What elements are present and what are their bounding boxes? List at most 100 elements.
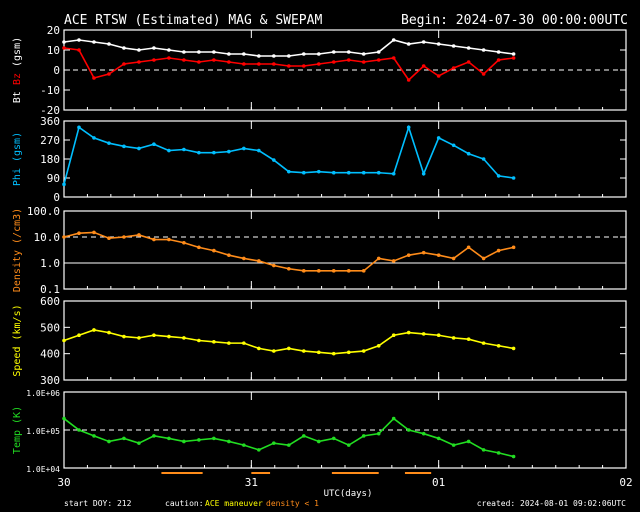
data-point-temp xyxy=(361,434,366,438)
y-tick-label: 1.0 xyxy=(40,257,60,270)
panel-frame xyxy=(63,300,627,381)
data-point-bz xyxy=(316,62,321,66)
data-point-temp xyxy=(152,434,156,438)
panel-phi: 0 90 180 270 360 Phi (gsm) xyxy=(12,115,627,204)
data-point-phi xyxy=(496,174,501,178)
data-point-density xyxy=(421,250,426,255)
data-point-density xyxy=(227,253,231,257)
data-point-temp xyxy=(287,443,291,447)
x-tick-label: 01 xyxy=(432,476,445,489)
data-point-bt xyxy=(152,46,156,50)
data-point-density xyxy=(107,236,111,240)
data-point-density xyxy=(212,248,216,253)
panel-mag: -20 -10 0 10 20 Bt Bz (gsm) xyxy=(12,24,627,117)
data-point-temp xyxy=(227,439,231,444)
y-tick-label: 300 xyxy=(40,374,60,387)
data-point-speed xyxy=(361,349,366,353)
created-time: created: 2024-08-01 09:02:06UTC xyxy=(476,499,626,508)
data-point-speed xyxy=(406,330,411,335)
data-point-density xyxy=(242,256,246,261)
data-point-density xyxy=(167,237,171,242)
data-point-temp xyxy=(107,439,111,444)
data-point-bt xyxy=(182,50,186,54)
data-point-speed xyxy=(107,330,111,335)
y-tick-label: 100.0 xyxy=(27,205,60,218)
data-point-speed xyxy=(62,338,66,343)
data-point-bz xyxy=(496,58,501,62)
data-point-bz xyxy=(257,62,261,66)
data-point-density xyxy=(391,259,396,263)
data-point-density xyxy=(346,269,351,273)
data-point-bt xyxy=(451,44,456,48)
data-point-bz xyxy=(466,60,471,64)
data-point-bt xyxy=(511,52,516,56)
data-point-density xyxy=(257,259,261,263)
data-point-density xyxy=(122,235,126,239)
data-point-density xyxy=(466,245,471,250)
data-point-phi xyxy=(212,150,216,155)
data-point-speed xyxy=(92,328,96,332)
data-point-speed xyxy=(301,349,306,353)
data-point-density xyxy=(77,231,81,236)
data-point-speed xyxy=(496,343,501,348)
data-point-phi xyxy=(287,169,291,174)
panel-frame xyxy=(63,120,627,198)
y-tick-label: 360 xyxy=(40,115,60,128)
data-point-density xyxy=(511,245,516,250)
data-point-phi xyxy=(62,182,66,187)
data-point-speed xyxy=(122,334,126,339)
data-point-bt xyxy=(62,40,66,44)
data-point-bt xyxy=(107,42,111,46)
data-point-phi xyxy=(466,151,471,156)
data-point-bt xyxy=(287,54,291,58)
data-point-density xyxy=(182,240,186,245)
data-point-speed xyxy=(451,336,456,340)
data-point-bz xyxy=(376,58,381,62)
data-point-speed xyxy=(481,341,486,345)
data-point-phi xyxy=(182,147,186,152)
data-point-speed xyxy=(272,349,276,353)
data-point-phi xyxy=(451,143,456,148)
data-point-bz xyxy=(272,62,276,66)
y-axis-label: Temp (K) xyxy=(12,406,23,454)
y-axis-label: Bt Bz (gsm) xyxy=(12,37,23,103)
data-point-temp xyxy=(242,443,246,447)
y-tick-label: -10 xyxy=(40,84,60,97)
data-point-phi xyxy=(361,170,366,175)
series-line-phi xyxy=(63,124,514,185)
data-point-phi xyxy=(301,170,306,175)
y-tick-label: 600 xyxy=(40,295,60,308)
x-axis-label: UTC(days) xyxy=(324,489,373,499)
data-point-phi xyxy=(257,148,261,153)
data-point-bt xyxy=(301,52,306,56)
y-tick-label: 90 xyxy=(47,172,60,185)
data-point-speed xyxy=(137,336,141,340)
data-point-density xyxy=(152,237,156,242)
data-point-temp xyxy=(122,436,126,441)
data-point-speed xyxy=(391,333,396,338)
data-point-speed xyxy=(197,338,201,343)
data-point-speed xyxy=(466,337,471,341)
data-point-bz xyxy=(182,58,186,62)
data-point-bz xyxy=(227,60,231,64)
data-point-bz xyxy=(331,60,336,64)
data-point-speed xyxy=(511,346,516,351)
data-point-phi xyxy=(481,157,486,161)
y-tick-label: -20 xyxy=(40,104,60,117)
data-point-bz xyxy=(346,58,351,62)
data-point-bt xyxy=(137,48,141,52)
data-point-bz xyxy=(137,60,141,64)
data-point-speed xyxy=(152,333,156,338)
data-point-speed xyxy=(436,333,441,338)
caution-maneuver: ACE maneuver xyxy=(205,499,263,508)
y-tick-label: 20 xyxy=(47,24,60,37)
y-axis-label: Density (/cm3) xyxy=(12,208,23,292)
y-tick-label: 400 xyxy=(40,348,60,361)
y-tick-label: 500 xyxy=(40,321,60,334)
data-point-temp xyxy=(496,451,501,455)
y-axis-label: Phi (gsm) xyxy=(12,132,23,186)
data-point-bz xyxy=(406,78,411,82)
data-point-phi xyxy=(391,171,396,176)
data-point-temp xyxy=(316,439,321,444)
data-point-density xyxy=(361,269,366,273)
